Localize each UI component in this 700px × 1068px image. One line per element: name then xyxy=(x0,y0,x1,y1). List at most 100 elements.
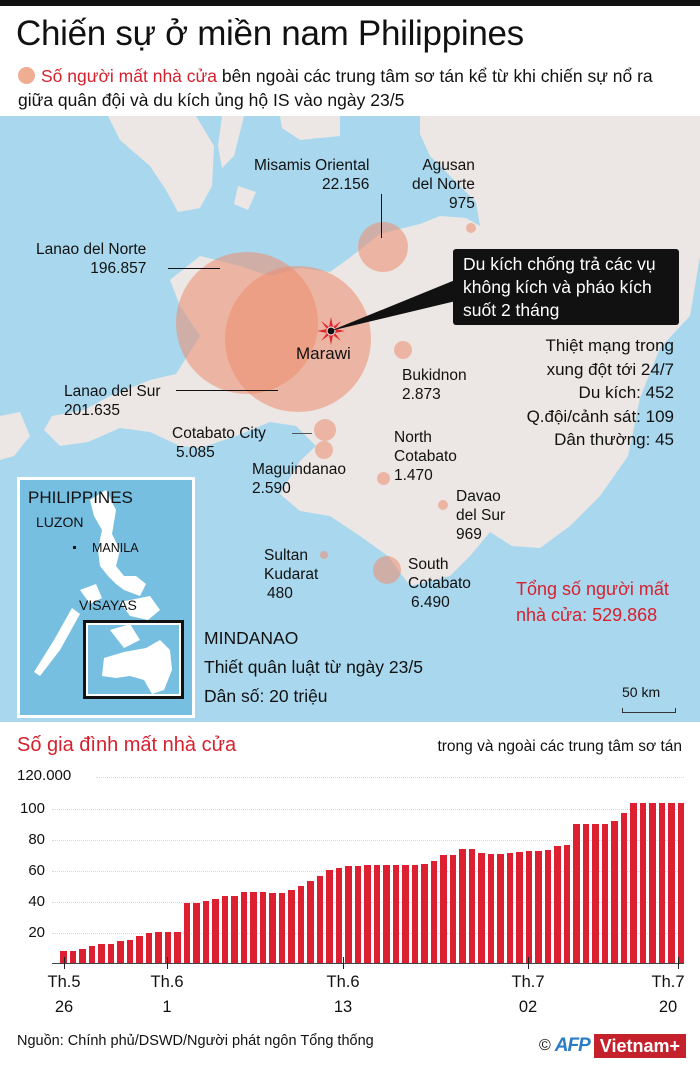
chart-subtitle: trong và ngoài các trung tâm sơ tán xyxy=(437,738,682,755)
label-misamis-oriental: Misamis Oriental 22.156 xyxy=(254,156,369,194)
province-name: Cotabato xyxy=(408,575,471,592)
bubble-bukidnon xyxy=(394,341,412,359)
inset-title: PHILIPPINES xyxy=(28,488,133,507)
bubble-maguindanao xyxy=(315,441,333,459)
y-tick-label: 120.000 xyxy=(17,767,72,784)
bar xyxy=(155,932,162,963)
martial-law: Thiết quân luật từ ngày 23/5 xyxy=(204,657,423,677)
bar xyxy=(611,821,618,963)
inset-luzon: LUZON xyxy=(36,514,84,530)
label-davao-del-sur: Davao del Sur 969 xyxy=(456,487,505,544)
label-north-cotabato: North Cotabato 1.470 xyxy=(394,428,457,485)
bar xyxy=(136,935,143,963)
x-tick-label: Th.6 1 xyxy=(137,970,197,1020)
bar-chart: 120.000 100 80 60 40 20 Th.5 26 Th.6 1 Th.… xyxy=(0,762,700,1032)
bar xyxy=(630,803,637,963)
vietnamplus-logo: Vietnam+ xyxy=(593,1034,686,1058)
gridline xyxy=(96,777,684,778)
bar xyxy=(88,945,96,963)
bar xyxy=(421,863,428,963)
bar xyxy=(402,864,409,963)
bar xyxy=(592,824,599,963)
subtitle: Số người mất nhà cửa bên ngoài các trung… xyxy=(18,64,688,112)
bar xyxy=(307,880,314,963)
leader-cotabato-city xyxy=(292,433,312,434)
philippines-inset-map: PHILIPPINES LUZON MANILA VISAYAS xyxy=(17,477,195,718)
province-name: Agusan xyxy=(422,157,475,174)
bar xyxy=(573,824,580,963)
bar xyxy=(563,845,571,963)
mindanao-map: Misamis Oriental 22.156 Agusan del Norte 97… xyxy=(0,116,700,722)
province-value: 5.085 xyxy=(176,444,215,461)
philippines-land-shape xyxy=(34,490,172,694)
casualties-military: Q.đội/cảnh sát: 109 xyxy=(526,406,674,426)
leader-misamis-oriental xyxy=(381,194,382,238)
province-value: 201.635 xyxy=(64,402,121,419)
inset-visayas: VISAYAS xyxy=(79,597,137,613)
bar xyxy=(259,891,267,963)
bar xyxy=(649,803,656,963)
bubble-davao-del-sur xyxy=(438,500,448,510)
x-tick xyxy=(528,957,529,969)
province-name: del Norte xyxy=(412,176,475,193)
bar xyxy=(231,896,238,963)
province-value: 22.156 xyxy=(322,176,370,193)
bar xyxy=(535,850,542,963)
province-value: 975 xyxy=(449,195,475,212)
casualties-heading: Thiệt mạng trong xyxy=(545,336,674,355)
bar xyxy=(582,824,590,963)
bar xyxy=(98,944,105,963)
bar xyxy=(430,860,438,963)
casualties-rebels: Du kích: 452 xyxy=(578,383,674,402)
bar xyxy=(326,870,333,963)
bar xyxy=(383,864,390,963)
bar xyxy=(335,868,343,963)
province-value: 969 xyxy=(456,526,482,543)
copyright-icon: © xyxy=(538,1037,551,1054)
bubble-south-cotabato xyxy=(373,556,401,584)
province-value: 2.873 xyxy=(402,386,441,403)
subtitle-text: bên ngoài các trung tâm sơ tán kể từ khi… xyxy=(18,66,653,110)
bar xyxy=(468,849,476,963)
mindanao-highlight-frame xyxy=(83,620,184,699)
bar xyxy=(364,865,371,963)
bar xyxy=(544,849,552,963)
top-border xyxy=(0,0,700,6)
label-south-cotabato: South Cotabato 6.490 xyxy=(408,555,471,612)
label-marawi: Marawi xyxy=(296,344,351,363)
x-month: Th.7 xyxy=(511,973,545,991)
label-bukidnon: Bukidnon 2.873 xyxy=(402,366,467,404)
bar xyxy=(297,885,305,963)
y-tick-label: 60 xyxy=(28,862,45,879)
bar xyxy=(107,943,115,963)
bar xyxy=(250,892,257,963)
bar xyxy=(658,803,666,963)
bar xyxy=(601,824,609,963)
province-name: Davao xyxy=(456,488,501,505)
total-displaced: Tổng số người mất nhà cửa: 529.868 xyxy=(516,576,669,628)
gridline xyxy=(52,840,684,841)
bar xyxy=(392,864,400,963)
scale-label: 50 km xyxy=(622,684,661,700)
bar xyxy=(316,876,324,963)
scale-line xyxy=(622,708,676,713)
x-day: 26 xyxy=(54,998,74,1016)
gridline xyxy=(52,809,684,810)
bubble-cotabato-city xyxy=(314,419,336,441)
bar xyxy=(202,901,210,963)
region-name: MINDANAO xyxy=(204,628,299,648)
province-value: 480 xyxy=(267,585,293,602)
bar xyxy=(677,802,685,963)
x-tick-label: Th.7 20 xyxy=(638,970,698,1020)
bar xyxy=(411,864,419,963)
y-tick-label: 80 xyxy=(28,831,45,848)
label-maguindanao: Maguindanao 2.590 xyxy=(252,460,346,498)
casualties-heading: xung đột tới 24/7 xyxy=(546,359,674,379)
province-name: Kudarat xyxy=(264,566,319,583)
leader-lanao-del-norte xyxy=(168,268,220,269)
callout-box: Du kích chống trả các vụ không kích và p… xyxy=(453,249,679,325)
x-month: Th.5 xyxy=(47,973,81,991)
bubble-sultan-kudarat xyxy=(320,551,328,559)
x-tick xyxy=(167,957,168,969)
x-month: Th.6 xyxy=(150,973,184,991)
